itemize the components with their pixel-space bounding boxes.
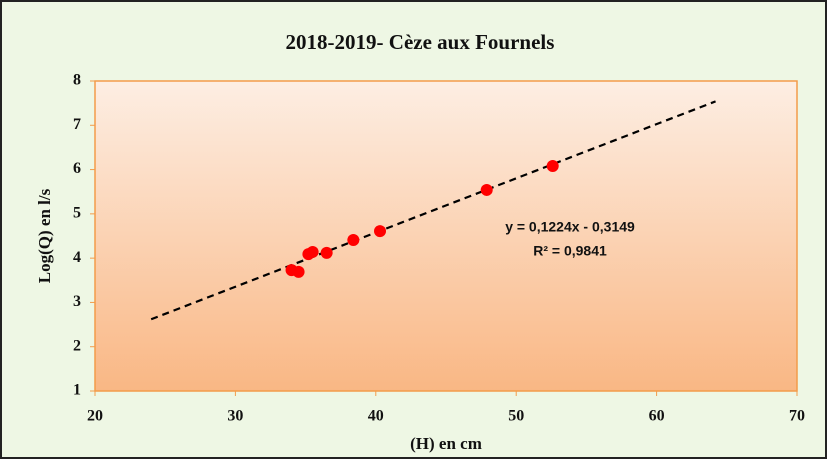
y-tick-label: 6 (73, 160, 81, 177)
trendline (150, 100, 716, 321)
data-point (546, 160, 559, 173)
y-tick-label: 5 (73, 205, 81, 222)
x-tick-label: 60 (649, 408, 665, 425)
data-point (306, 245, 319, 258)
annotation: R² = 0,9841 (533, 243, 607, 259)
chart-title: 2018-2019- Cèze aux Fournels (286, 30, 555, 54)
x-tick-label: 50 (508, 408, 524, 425)
plot-area (94, 80, 798, 392)
x-tick-label: 70 (789, 408, 805, 425)
x-tick-label: 40 (368, 408, 384, 425)
annotation: y = 0,1224x - 0,3149 (505, 219, 635, 235)
data-point (347, 233, 360, 246)
y-tick-label: 8 (73, 72, 81, 89)
data-point (292, 265, 305, 278)
data-point (320, 246, 333, 259)
y-tick-label: 7 (73, 116, 81, 133)
x-tick-label: 30 (227, 408, 243, 425)
data-point (374, 225, 387, 238)
y-axis-label: Log(Q) en l/s (35, 188, 54, 283)
data-point (480, 183, 493, 196)
y-tick-label: 2 (73, 337, 81, 354)
y-tick-label: 1 (73, 382, 81, 399)
x-tick-label: 20 (87, 408, 103, 425)
y-tick-label: 4 (73, 249, 81, 266)
y-tick-label: 3 (73, 293, 81, 310)
x-axis-label: (H) en cm (410, 434, 482, 453)
